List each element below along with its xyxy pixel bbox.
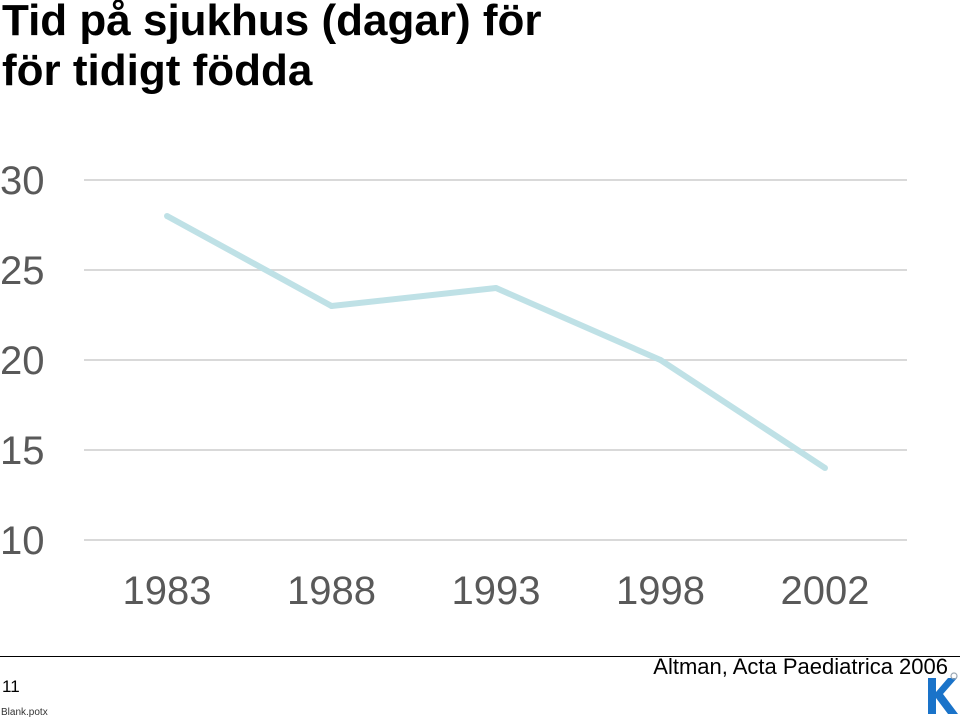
y-tick-label: 15 <box>0 429 45 473</box>
line-chart: 30 25 20 15 10 1983 1988 1993 1998 2002 <box>0 159 907 613</box>
gridlines <box>84 179 907 541</box>
y-tick-label: 25 <box>0 249 45 293</box>
x-tick-label: 1998 <box>616 569 705 613</box>
template-file-name: Blank.potx <box>1 707 48 718</box>
data-point <box>164 213 170 219</box>
x-axis-tick-labels: 1983 1988 1993 1998 2002 <box>123 569 870 613</box>
x-tick-label: 1983 <box>123 569 212 613</box>
slide-title-line-2: för tidigt födda <box>2 46 313 95</box>
page-number: 11 <box>2 677 20 696</box>
y-tick-label: 10 <box>0 519 45 563</box>
slide-title: Tid på sjukhus (dagar) för för tidigt fö… <box>2 0 541 96</box>
data-point <box>822 465 828 471</box>
data-point <box>657 357 664 363</box>
data-point <box>328 303 335 309</box>
y-tick-label: 30 <box>0 159 45 203</box>
footer-divider <box>0 656 960 657</box>
k-logo-icon <box>928 672 958 714</box>
series-line <box>165 213 827 471</box>
data-point <box>493 285 499 291</box>
x-tick-label: 1993 <box>452 569 541 613</box>
source-citation: Altman, Acta Paediatrica 2006 <box>653 654 948 679</box>
slide-title-line-1: Tid på sjukhus (dagar) för <box>2 0 542 45</box>
y-axis-tick-labels: 30 25 20 15 10 <box>0 159 45 563</box>
x-tick-label: 2002 <box>781 569 870 613</box>
series-layer <box>164 213 828 471</box>
y-tick-label: 20 <box>0 339 45 383</box>
x-tick-label: 1988 <box>287 569 376 613</box>
